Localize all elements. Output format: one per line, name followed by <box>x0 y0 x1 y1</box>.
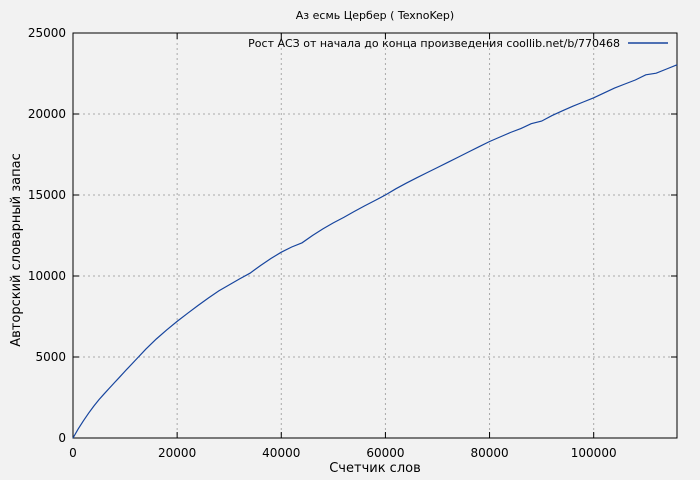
x-tick-label: 80000 <box>470 446 508 460</box>
tick-labels: 0 20000 40000 60000 80000 100000 0 5000 10000 150… <box>28 26 617 460</box>
y-tick-label: 25000 <box>28 26 66 40</box>
x-tick-label: 40000 <box>262 446 300 460</box>
x-axis-label: Счетчик слов <box>329 461 421 476</box>
y-tick-label: 0 <box>58 431 66 445</box>
y-tick-label: 15000 <box>28 188 66 202</box>
chart-title: Аз есмь Цербер ( TexnoKep) <box>296 9 454 22</box>
y-tick-label: 10000 <box>28 269 66 283</box>
x-tick-label: 20000 <box>158 446 196 460</box>
axis-ticks <box>72 32 677 439</box>
y-tick-label: 5000 <box>35 350 66 364</box>
x-tick-label: 0 <box>69 446 77 460</box>
y-axis-label: Авторский словарный запас <box>9 153 24 347</box>
plot-frame <box>72 32 678 439</box>
gridlines <box>73 33 677 438</box>
x-tick-label: 60000 <box>366 446 404 460</box>
x-tick-label: 100000 <box>571 446 617 460</box>
legend-label: Рост АСЗ от начала до конца произведения… <box>248 37 620 50</box>
y-tick-label: 20000 <box>28 107 66 121</box>
series-line <box>72 64 678 439</box>
